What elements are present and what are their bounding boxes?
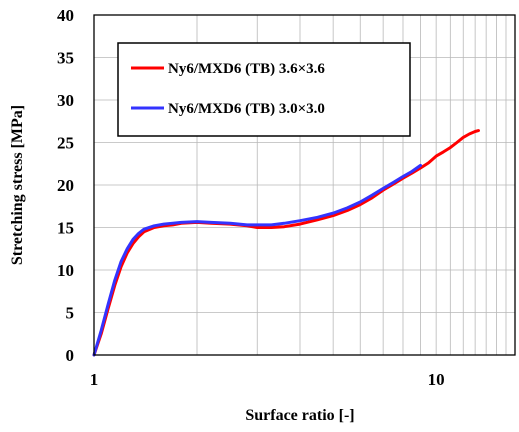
- y-tick-label: 30: [57, 91, 74, 110]
- y-tick-label: 25: [57, 134, 74, 153]
- x-tick-label: 1: [90, 370, 99, 389]
- y-tick-label: 10: [57, 261, 74, 280]
- y-tick-label: 20: [57, 176, 74, 195]
- y-tick-label: 0: [66, 346, 75, 365]
- legend-label-series-1: Ny6/MXD6 (TB) 3.6×3.6: [168, 61, 325, 77]
- legend-box: [117, 42, 411, 137]
- x-tick-label: 10: [428, 370, 445, 389]
- legend: Ny6/MXD6 (TB) 3.6×3.6 Ny6/MXD6 (TB) 3.0×…: [117, 42, 411, 137]
- y-tick-label: 35: [57, 49, 74, 68]
- y-tick-label: 15: [57, 219, 74, 238]
- series-line-2: [92, 163, 422, 357]
- series-line-1: [92, 129, 480, 357]
- tick-layer: 0 5 10 15 20 25 30 35 40 1 10: [57, 6, 445, 389]
- series-layer: [92, 129, 480, 357]
- y-tick-label: 5: [66, 304, 75, 323]
- x-axis-label: Surface ratio [-]: [245, 407, 354, 424]
- plot-area-frame: [93, 14, 516, 356]
- legend-label-series-2: Ny6/MXD6 (TB) 3.0×3.0: [168, 101, 325, 117]
- y-axis-label: Stretching stress [MPa]: [9, 105, 26, 265]
- y-tick-label: 40: [57, 6, 74, 25]
